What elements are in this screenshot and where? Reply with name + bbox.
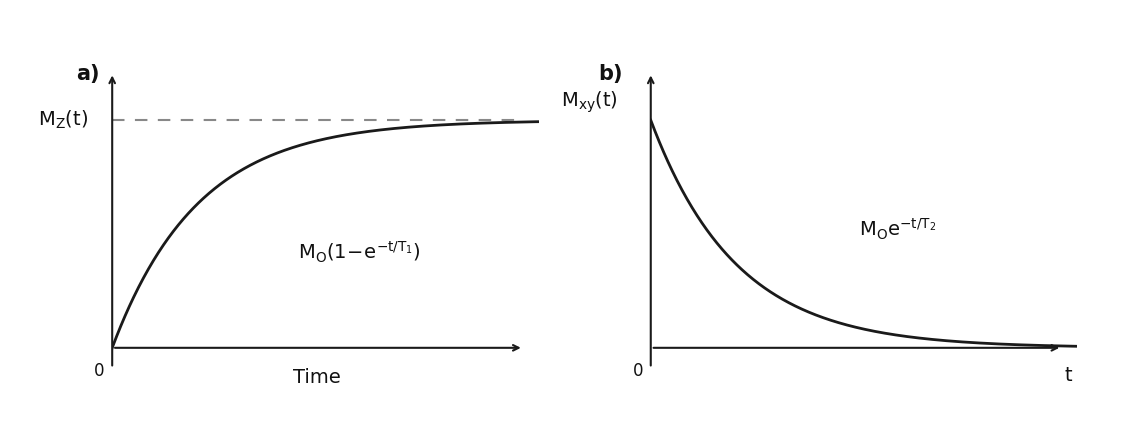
Text: 0: 0 [94,362,104,380]
Text: b): b) [598,64,623,84]
Text: $\mathregular{M_Z(t)}$: $\mathregular{M_Z(t)}$ [38,109,89,131]
Text: t: t [1065,365,1072,384]
Text: $\mathregular{M_Oe^{-t/T_2}}$: $\mathregular{M_Oe^{-t/T_2}}$ [859,217,937,242]
Text: $\mathregular{M_{xy}(t)}$: $\mathregular{M_{xy}(t)}$ [561,89,618,114]
Text: Time: Time [293,368,341,387]
Text: 0: 0 [633,362,643,380]
Text: $\mathregular{M_O(1\!-\!e^{-t/T_1})}$: $\mathregular{M_O(1\!-\!e^{-t/T_1})}$ [298,240,421,265]
Text: a): a) [76,64,100,84]
